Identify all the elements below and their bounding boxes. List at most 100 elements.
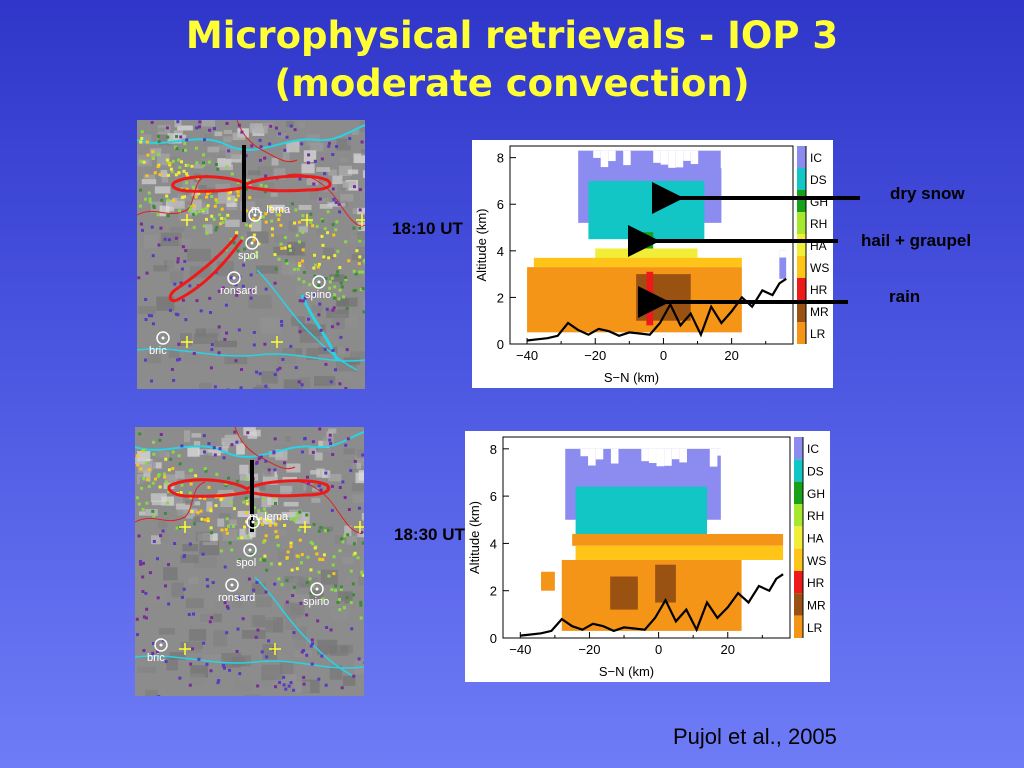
legend-label-hr: HR — [807, 576, 825, 590]
station-marker — [156, 331, 170, 345]
region-gap — [656, 448, 665, 467]
legend-swatch-lr — [797, 322, 806, 344]
region-ds — [575, 486, 708, 537]
radar-map-1810: m. lema spol ronsard spino bric — [137, 120, 365, 389]
terrain-line — [520, 573, 784, 637]
region-gap — [720, 150, 729, 169]
legend-swatch-ds — [794, 459, 803, 482]
x-tick-label: −40 — [509, 642, 531, 657]
region-gap — [588, 448, 596, 466]
legend-label-ha: HA — [810, 239, 827, 253]
y-tick-label: 8 — [497, 151, 504, 166]
region-mr — [636, 274, 691, 321]
region-gap — [779, 250, 787, 258]
cross-section-panel-1830: −40 −20 0 20 0 2 4 6 8 S−N (km) Altitude (km) IC DS G… — [465, 431, 830, 682]
annotation-dry-snow: dry snow — [890, 184, 965, 203]
region-gap — [593, 150, 601, 158]
station-dot — [315, 587, 319, 591]
x-tick-label: 0 — [655, 642, 662, 657]
map-stations: m. lema spol ronsard spino bric — [149, 204, 331, 357]
station-marker — [243, 543, 257, 557]
legend-label-lr: LR — [807, 621, 823, 635]
cross-section-chart-1810: −40 −20 0 20 0 2 4 6 8 S−N (km) Altitude (km) IC DS G… — [474, 145, 829, 385]
region-ic — [779, 250, 787, 279]
cross-section-panel-1810: −40 −20 0 20 0 2 4 6 8 S−N (km) Altitude (km) IC DS G… — [472, 140, 833, 388]
region-gap — [671, 448, 680, 460]
region-lr — [527, 267, 742, 333]
region-ds — [588, 180, 705, 240]
legend-label-mr: MR — [810, 305, 829, 319]
station-dot — [232, 276, 236, 280]
y-tick-label: 2 — [497, 290, 504, 305]
x-tick-label: −20 — [584, 348, 606, 363]
region-gap — [709, 448, 718, 467]
class-regions — [541, 448, 784, 631]
class-regions — [527, 150, 787, 333]
legend-label-rh: RH — [807, 509, 824, 523]
cross-section-chart-1830: −40 −20 0 20 0 2 4 6 8 S−N (km) Altitude (km) IC DS G… — [467, 436, 826, 679]
y-axis-label: Altitude (km) — [467, 501, 482, 574]
station-label: spol — [236, 557, 256, 569]
region-lr — [572, 533, 784, 546]
region-lr — [561, 559, 742, 631]
station-dot — [317, 280, 321, 284]
region-ws — [575, 545, 784, 560]
station-label: spol — [238, 250, 258, 262]
region-gap — [683, 150, 691, 161]
legend-swatch-ds — [797, 168, 806, 190]
x-tick-label: 20 — [724, 348, 738, 363]
y-tick-label: 6 — [490, 489, 497, 504]
map-pixels — [137, 120, 365, 389]
station-label: bric — [147, 652, 165, 664]
legend-label-ha: HA — [807, 532, 824, 546]
legend-swatch-ha — [797, 234, 806, 256]
legend-label-mr: MR — [807, 599, 826, 613]
legend-swatch-mr — [797, 300, 806, 322]
region-gap — [717, 448, 725, 456]
station-dot — [159, 643, 163, 647]
station-marker — [246, 515, 260, 529]
legend-label-ws: WS — [807, 554, 826, 568]
legend-swatch-gh — [797, 190, 806, 212]
region-gap — [690, 150, 699, 165]
slide-title-line1: Microphysical retrievals - IOP 3 — [185, 14, 839, 57]
region-ws — [533, 257, 742, 268]
station-marker — [154, 638, 168, 652]
y-tick-label: 2 — [490, 584, 497, 599]
map-stations: m. lema spol ronsard spino bric — [147, 511, 329, 664]
region-gap — [679, 448, 687, 463]
scan-outline — [167, 460, 331, 532]
plot-frame — [502, 436, 791, 639]
y-tick-label: 0 — [490, 631, 497, 646]
x-tick-label: −40 — [516, 348, 538, 363]
region-gap — [641, 448, 649, 462]
x-axis-label: S−N (km) — [599, 664, 654, 679]
legend-label-ds: DS — [807, 465, 824, 479]
region-gap — [653, 150, 661, 163]
region-gap — [595, 448, 604, 460]
region-gap — [610, 448, 619, 464]
region-gap — [580, 448, 589, 457]
y-tick-label: 0 — [497, 337, 504, 352]
legend-label-ic: IC — [807, 442, 819, 456]
legend-swatch-mr — [794, 593, 803, 616]
region-gap — [608, 150, 616, 162]
annotation-rain: rain — [889, 287, 921, 306]
slide-title-line2: (moderate convection) — [274, 62, 750, 105]
x-axis-label: S−N (km) — [604, 370, 659, 385]
region-gap — [648, 448, 657, 464]
legend-swatch-ic — [797, 146, 806, 168]
legend-swatch-hr — [794, 571, 803, 594]
station-marker — [225, 578, 239, 592]
station-marker — [312, 275, 326, 289]
station-dot — [253, 213, 257, 217]
region-gap — [600, 150, 609, 168]
map-background — [137, 120, 365, 389]
legend-label-gh: GH — [810, 195, 828, 209]
legend-swatch-gh — [794, 481, 803, 504]
legend-swatch-ic — [794, 437, 803, 460]
station-label: m. lema — [251, 204, 291, 216]
station-label: ronsard — [218, 592, 255, 604]
station-label: bric — [149, 345, 167, 357]
legend-swatch-rh — [794, 504, 803, 527]
